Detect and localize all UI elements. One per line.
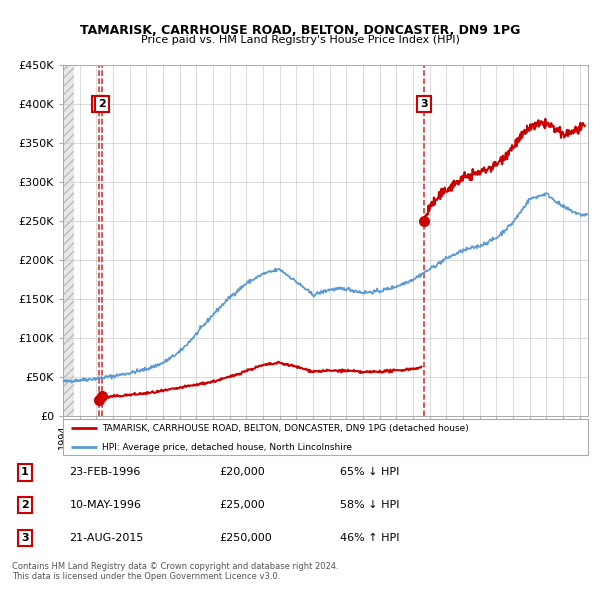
- Text: 1: 1: [95, 99, 103, 109]
- Text: 23-FEB-1996: 23-FEB-1996: [70, 467, 141, 477]
- Text: 3: 3: [420, 99, 427, 109]
- Text: HPI: Average price, detached house, North Lincolnshire: HPI: Average price, detached house, Nort…: [103, 443, 352, 452]
- Text: £25,000: £25,000: [220, 500, 265, 510]
- Text: £250,000: £250,000: [220, 533, 272, 543]
- Text: Contains HM Land Registry data © Crown copyright and database right 2024.
This d: Contains HM Land Registry data © Crown c…: [12, 562, 338, 581]
- Text: 2: 2: [98, 99, 106, 109]
- Text: TAMARISK, CARRHOUSE ROAD, BELTON, DONCASTER, DN9 1PG (detached house): TAMARISK, CARRHOUSE ROAD, BELTON, DONCAS…: [103, 424, 469, 433]
- Text: 10-MAY-1996: 10-MAY-1996: [70, 500, 142, 510]
- Text: 65% ↓ HPI: 65% ↓ HPI: [340, 467, 400, 477]
- Bar: [63, 65, 74, 416]
- Text: 1: 1: [21, 467, 29, 477]
- Text: 2: 2: [21, 500, 29, 510]
- Text: £20,000: £20,000: [220, 467, 265, 477]
- Text: 21-AUG-2015: 21-AUG-2015: [70, 533, 144, 543]
- FancyBboxPatch shape: [63, 419, 588, 455]
- Text: 3: 3: [21, 533, 28, 543]
- Text: TAMARISK, CARRHOUSE ROAD, BELTON, DONCASTER, DN9 1PG: TAMARISK, CARRHOUSE ROAD, BELTON, DONCAS…: [80, 24, 520, 37]
- Text: 46% ↑ HPI: 46% ↑ HPI: [340, 533, 400, 543]
- Text: Price paid vs. HM Land Registry's House Price Index (HPI): Price paid vs. HM Land Registry's House …: [140, 35, 460, 45]
- Text: 58% ↓ HPI: 58% ↓ HPI: [340, 500, 400, 510]
